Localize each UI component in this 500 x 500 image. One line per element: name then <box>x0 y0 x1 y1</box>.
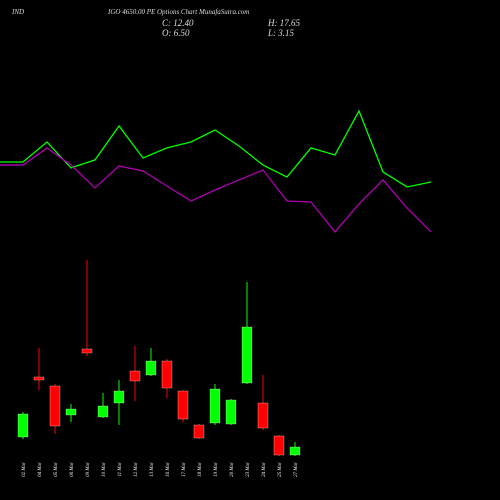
candle-body <box>225 399 237 425</box>
line-series <box>0 147 432 233</box>
x-tick-label: 12 Mar <box>134 462 139 477</box>
symbol: IND <box>11 8 24 16</box>
x-tick-label: 04 Mar <box>38 462 43 477</box>
x-tick-label: 09 Mar <box>86 462 91 477</box>
candle-body <box>161 360 173 389</box>
x-tick-label: 10 Mar <box>102 462 107 477</box>
candle-body <box>129 370 141 382</box>
candle-body <box>289 446 301 456</box>
candle-body <box>177 390 189 420</box>
x-tick-label: 24 Mar <box>262 462 267 477</box>
x-tick-label: 06 Mar <box>70 462 75 477</box>
candle-body <box>257 402 269 429</box>
close-label: C: 12.40 <box>162 18 194 28</box>
x-tick-label: 23 Mar <box>246 462 251 477</box>
candle-body <box>113 390 125 404</box>
x-tick-label: 02 Mar <box>22 462 27 477</box>
candle-body <box>97 405 109 418</box>
candle-body <box>193 424 205 439</box>
open-label: O: 6.50 <box>162 28 190 38</box>
candle-body <box>273 435 285 456</box>
x-tick-label: 17 Mar <box>182 462 187 477</box>
candle-body <box>65 408 77 416</box>
x-tick-label: 18 Mar <box>198 462 203 477</box>
x-tick-label: 20 Mar <box>230 462 235 477</box>
chart-title: IGO 4650.00 PE Options Chart MunafaSutra… <box>107 8 249 16</box>
low-label: L: 3.15 <box>267 28 295 38</box>
x-tick-label: 25 Mar <box>278 462 283 477</box>
candle-body <box>81 348 93 354</box>
x-tick-label: 05 Mar <box>54 462 59 477</box>
x-tick-label: 13 Mar <box>150 462 155 477</box>
line-series <box>0 109 432 188</box>
candle-body <box>33 376 45 381</box>
x-tick-label: 19 Mar <box>214 462 219 477</box>
x-tick-label: 11 Mar <box>118 462 123 477</box>
candle-body <box>241 326 253 384</box>
high-label: H: 17.65 <box>267 18 300 28</box>
candle-body <box>17 413 29 438</box>
x-tick-label: 27 Mar <box>294 462 299 477</box>
candle-body <box>145 360 157 376</box>
candle-body <box>209 388 221 424</box>
x-tick-label: 16 Mar <box>166 462 171 477</box>
candle-body <box>49 385 61 427</box>
